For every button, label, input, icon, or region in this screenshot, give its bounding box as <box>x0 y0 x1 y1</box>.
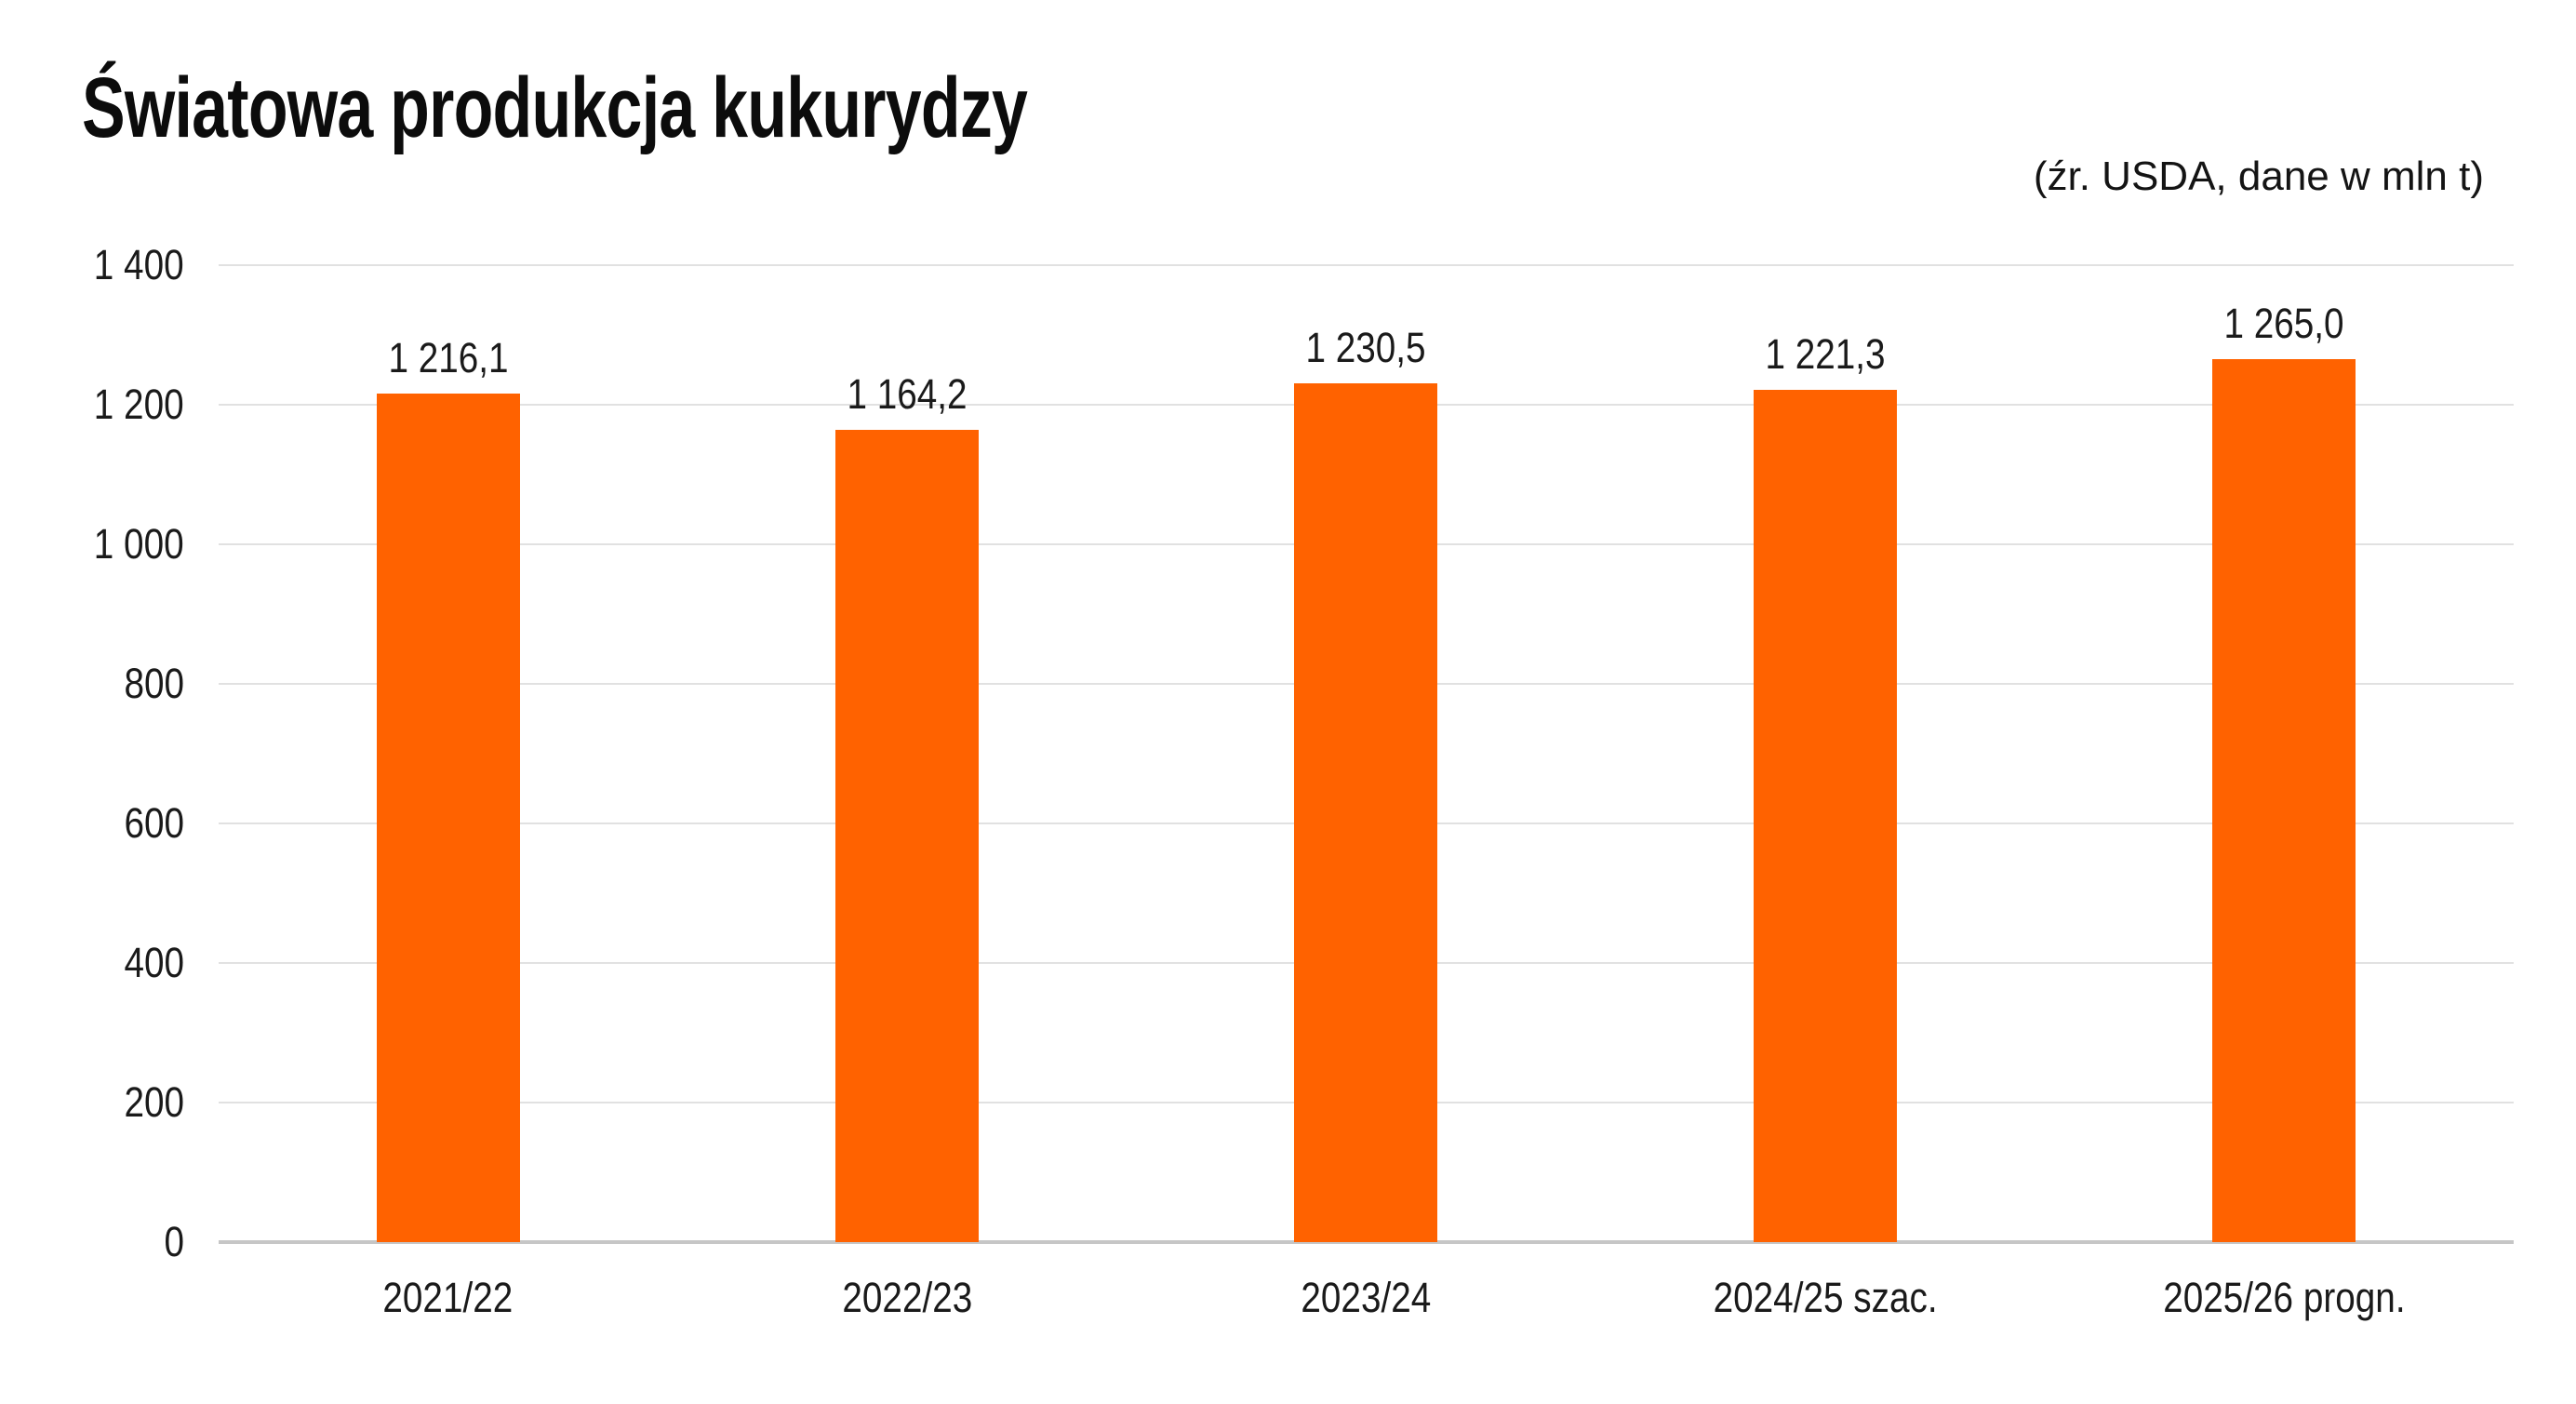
bar-column-2024/25 szac.: 1 221,3 <box>1595 265 2054 1242</box>
chart-subtitle: (źr. USDA, dane w mln t) <box>2033 154 2484 199</box>
x-tick-text: 2025/26 progn. <box>2163 1274 2406 1321</box>
x-tick-label-2024/25 szac.: 2024/25 szac. <box>1595 1274 2054 1322</box>
bar-value-text: 1 216,1 <box>388 333 509 381</box>
y-tick-text: 800 <box>124 660 184 707</box>
bar-value-text: 1 265,0 <box>2223 300 2344 348</box>
y-tick-text: 0 <box>164 1218 184 1265</box>
y-tick-label: 1 400 <box>37 241 184 289</box>
bar-value-text: 1 230,5 <box>1305 324 1427 372</box>
bar-2023/24 <box>1294 383 1438 1242</box>
y-tick-text: 400 <box>124 939 184 986</box>
y-tick-label: 200 <box>37 1078 184 1127</box>
y-tick-label: 0 <box>37 1218 184 1266</box>
y-tick-label: 800 <box>37 660 184 708</box>
y-tick-text: 600 <box>124 799 184 847</box>
bar-value-label: 1 221,3 <box>1755 333 1895 375</box>
x-tick-label-2022/23: 2022/23 <box>677 1274 1136 1322</box>
plot-area: 1 216,1 1 164,2 1 230,5 1 221,3 1 265,0 <box>219 264 2514 1244</box>
y-tick-text: 200 <box>124 1078 184 1126</box>
x-tick-text: 2022/23 <box>842 1274 973 1321</box>
bar-value-label: 1 164,2 <box>837 373 977 415</box>
bar-value-label: 1 216,1 <box>379 337 518 379</box>
bar-value-text: 1 164,2 <box>847 369 968 418</box>
x-tick-text: 2024/25 szac. <box>1713 1274 1938 1321</box>
x-tick-label-2023/24: 2023/24 <box>1137 1274 1595 1322</box>
bar-value-label: 1 265,0 <box>2214 302 2354 344</box>
x-tick-label-2025/26 progn.: 2025/26 progn. <box>2055 1274 2514 1322</box>
bar-column-2023/24: 1 230,5 <box>1137 265 1595 1242</box>
y-tick-label: 600 <box>37 799 184 848</box>
x-tick-text: 2021/22 <box>382 1274 514 1321</box>
bar-value-text: 1 221,3 <box>1765 330 1886 379</box>
y-tick-label: 1 000 <box>37 520 184 568</box>
gridline-1400 <box>219 264 2514 266</box>
bar-value-label: 1 230,5 <box>1296 327 1435 368</box>
axis-baseline <box>219 1240 2514 1244</box>
bar-2021/22 <box>376 393 520 1242</box>
bar-2025/26 progn. <box>2212 359 2356 1242</box>
x-tick-text: 2023/24 <box>1301 1274 1432 1321</box>
chart-title: Światowa produkcja kukurydzy <box>82 60 1028 155</box>
y-tick-label: 400 <box>37 939 184 987</box>
bar-column-2022/23: 1 164,2 <box>677 265 1136 1242</box>
y-tick-text: 1 400 <box>94 241 184 288</box>
y-tick-text: 1 000 <box>94 520 184 568</box>
bar-2022/23 <box>835 429 980 1242</box>
y-tick-text: 1 200 <box>94 381 184 428</box>
y-tick-label: 1 200 <box>37 381 184 429</box>
bar-2024/25 szac. <box>1753 390 1897 1242</box>
bar-column-2021/22: 1 216,1 <box>219 265 677 1242</box>
x-tick-label-2021/22: 2021/22 <box>219 1274 677 1322</box>
bar-column-2025/26 progn.: 1 265,0 <box>2055 265 2514 1242</box>
